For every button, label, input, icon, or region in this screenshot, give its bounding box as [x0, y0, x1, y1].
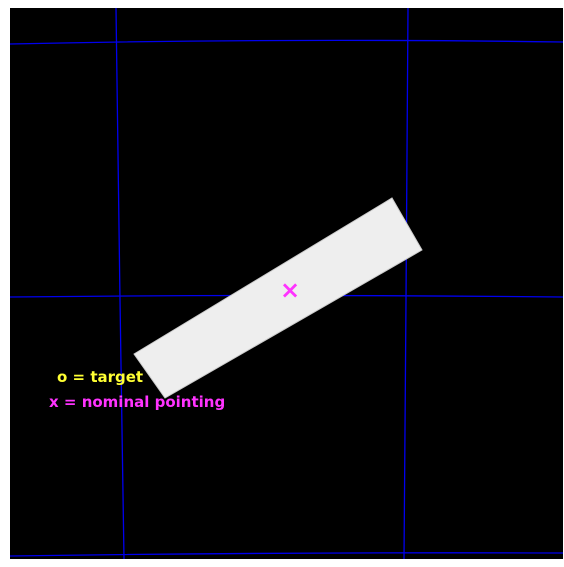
legend-target: o = target: [57, 368, 143, 386]
coordinate-grid: [9, 7, 564, 560]
grid-line-vertical-right: [403, 7, 409, 560]
legend-nominal-pointing: x = nominal pointing: [49, 393, 225, 411]
nominal-pointing-marker: ×: [280, 276, 300, 304]
grid-line-vertical-left: [115, 7, 125, 560]
grid-line-horizontal-bottom: [9, 552, 564, 557]
grid-line-horizontal-top: [9, 39, 564, 45]
detector-footprint: [133, 197, 423, 399]
